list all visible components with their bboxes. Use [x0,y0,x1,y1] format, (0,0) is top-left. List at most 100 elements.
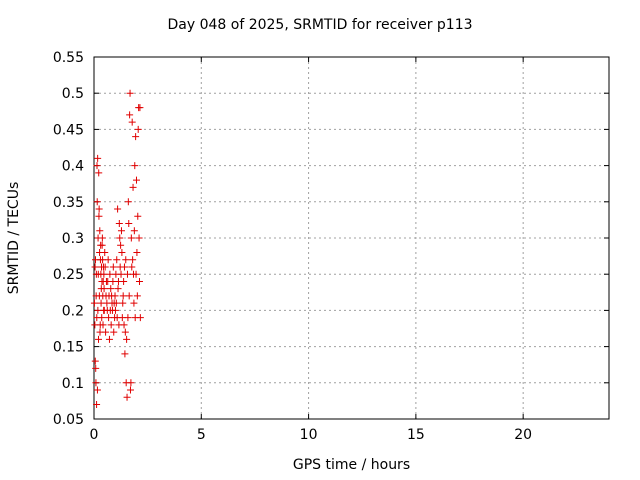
data-point [101,248,109,256]
data-point [96,227,104,235]
data-point [93,198,101,206]
data-point [94,154,102,162]
data-point [120,277,128,285]
data-point [123,335,131,343]
data-point [124,198,132,206]
data-point [112,299,120,307]
data-point [124,314,132,322]
data-point [106,270,114,278]
axis-ticks: 0 5 10 15 20 0.05 0.1 0.15 0.2 0.25 0.3 0.35 0.4 0.45… [53,50,609,443]
data-point [126,89,134,97]
data-point [127,379,135,387]
data-point [100,270,108,278]
data-point [132,176,140,184]
data-point [93,386,101,394]
data-point [107,285,115,293]
data-point [111,292,119,300]
data-point [134,212,142,220]
data-point [95,335,103,343]
data-point [115,220,123,228]
y-tick-label: 0.2 [62,303,84,319]
data-point [92,379,100,387]
data-point [90,299,98,307]
x-tick-label: 10 [300,427,318,443]
data-point [93,162,101,170]
data-point [95,205,103,213]
data-point [132,270,140,278]
data-point [120,321,128,329]
data-point [95,169,103,177]
x-tick-label: 15 [407,427,425,443]
data-point [116,234,124,242]
data-point [120,263,128,271]
data-point [132,133,140,141]
data-point [136,314,144,322]
data-point [130,227,138,235]
data-point [128,263,136,271]
y-tick-label: 0.4 [62,159,84,175]
data-point [123,270,131,278]
data-point [119,299,127,307]
data-point [133,292,141,300]
x-tick-label: 5 [197,427,206,443]
data-point [135,277,143,285]
y-tick-label: 0.5 [62,86,84,102]
data-point [123,393,131,401]
y-tick-label: 0.25 [53,267,84,283]
data-point [117,227,125,235]
data-point [125,292,133,300]
y-axis-label: SRMTID / TECUs [6,181,22,295]
data-point [93,401,101,409]
data-point [92,364,100,372]
data-point [101,263,109,271]
data-point [129,183,137,191]
x-tick-label: 20 [514,427,532,443]
data-point [105,314,113,322]
data-point [121,350,129,358]
data-point [117,241,125,249]
data-point [128,118,136,126]
data-point [125,220,133,228]
data-point [129,256,137,264]
data-point [113,256,121,264]
data-point [99,321,107,329]
data-point [102,328,110,336]
y-tick-label: 0.45 [53,122,84,138]
y-tick-label: 0.05 [53,412,84,428]
y-tick-label: 0.35 [53,195,84,211]
data-point [126,111,134,119]
y-tick-label: 0.55 [53,50,84,66]
data-points [90,89,144,409]
data-point [109,263,117,271]
data-point [114,205,122,213]
data-point [111,306,119,314]
data-point [98,241,106,249]
data-point [114,285,122,293]
data-point [136,104,144,112]
data-point [91,263,99,271]
data-point [105,335,113,343]
data-point [95,212,103,220]
y-tick-label: 0.1 [62,376,84,392]
plot-frame [93,56,610,420]
data-point [107,321,115,329]
data-point [122,256,130,264]
data-point [118,248,126,256]
data-point [119,292,127,300]
data-point [127,234,135,242]
data-point [98,234,106,242]
data-point [104,256,112,264]
data-point [98,314,106,322]
data-point [121,328,129,336]
data-point [100,285,108,293]
data-point [131,162,139,170]
data-point [110,328,118,336]
y-tick-label: 0.15 [53,340,84,356]
data-point [133,248,141,256]
data-point [126,386,134,394]
data-point [130,299,138,307]
data-point [134,125,142,133]
data-point [135,234,143,242]
y-tick-label: 0.3 [62,231,84,247]
